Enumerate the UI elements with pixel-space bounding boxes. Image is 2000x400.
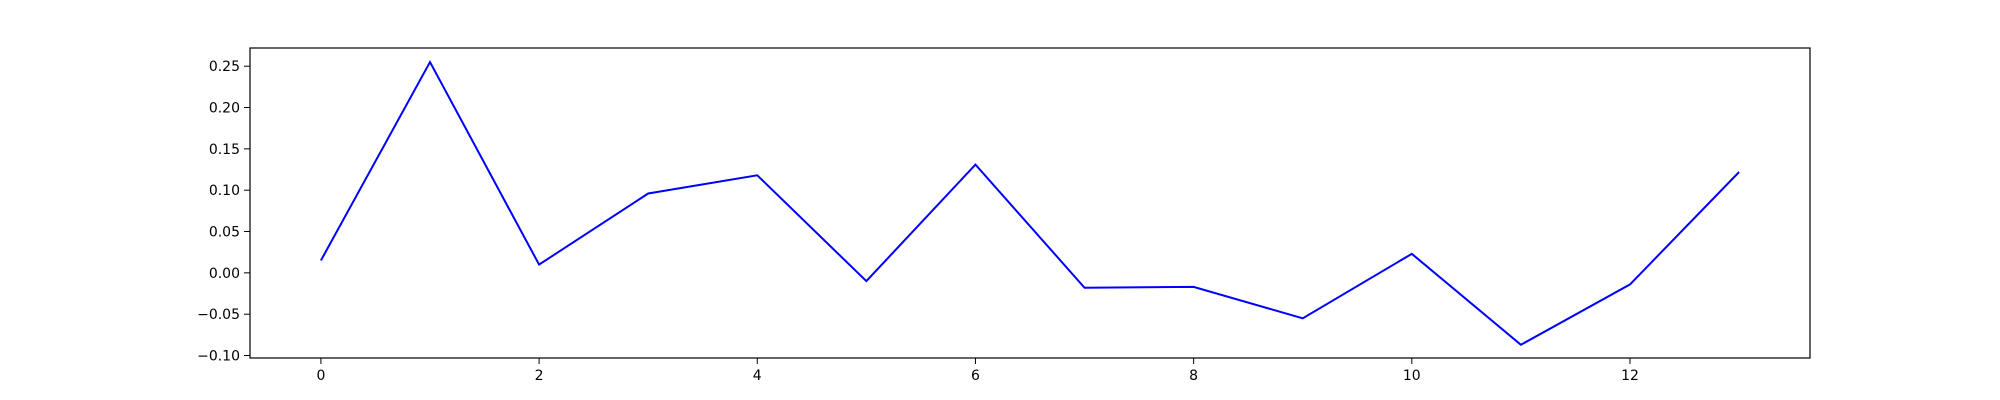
x-tick-label: 10 — [1403, 368, 1421, 384]
y-tick-label: −0.10 — [197, 349, 240, 365]
y-tick-label: 0.15 — [209, 142, 240, 158]
series-group — [320, 59, 1740, 346]
y-tick-label: 0.20 — [209, 101, 240, 117]
x-tick-label: 8 — [1189, 368, 1198, 384]
y-tick-label: 0.10 — [209, 183, 240, 199]
y-axis: −0.10 −0.05 0.00 0.05 0.10 0.15 0.20 0.25 — [197, 59, 250, 365]
x-tick-label: 2 — [535, 368, 544, 384]
x-tick-label: 12 — [1621, 368, 1639, 384]
y-tick-label: −0.05 — [197, 307, 240, 323]
x-tick-label: 6 — [971, 368, 980, 384]
x-tick-label: 4 — [753, 368, 762, 384]
x-tick-label: 0 — [316, 368, 325, 384]
plot-area-frame — [249, 47, 1811, 359]
y-tick-label: 0.00 — [209, 266, 240, 282]
series-line-0 — [320, 59, 1740, 346]
x-axis: 0 2 4 6 8 10 12 — [316, 358, 1639, 384]
y-tick-label: 0.05 — [209, 225, 240, 241]
y-tick-label: 0.25 — [209, 59, 240, 75]
